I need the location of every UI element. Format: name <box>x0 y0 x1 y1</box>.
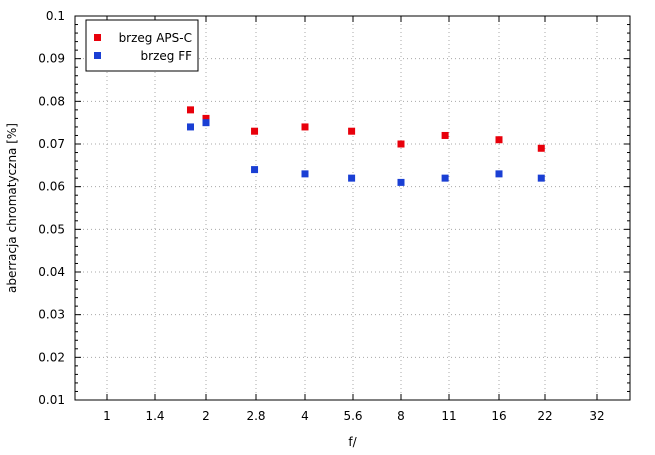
aps-c-point <box>348 127 356 135</box>
ff-point <box>348 174 356 182</box>
x-tick-label: 1.4 <box>145 409 164 423</box>
x-tick-label: 2 <box>202 409 210 423</box>
aps-c-point <box>397 140 405 148</box>
ff-point <box>202 119 210 127</box>
aps-c-point <box>537 144 545 152</box>
aps-c-point <box>441 131 449 139</box>
x-tick-label: 5.6 <box>343 409 362 423</box>
x-tick-label: 32 <box>589 409 604 423</box>
y-tick-label: 0.03 <box>38 308 65 322</box>
ff-point <box>495 170 503 178</box>
y-tick-label: 0.06 <box>38 180 65 194</box>
ff-point <box>251 166 259 174</box>
x-axis-tick-labels: 1 1.4 2 2.8 4 5.6 8 11 16 22 32 <box>103 409 604 423</box>
legend-swatch-ff <box>94 52 101 59</box>
legend-box <box>85 19 199 72</box>
aps-c-point <box>495 136 503 144</box>
y-tick-label: 0.01 <box>38 393 65 407</box>
y-tick-label: 0.04 <box>38 265 65 279</box>
legend-swatch-aps-c <box>94 34 101 41</box>
ff-point <box>397 178 405 186</box>
y-tick-label: 0.02 <box>38 350 65 364</box>
grid <box>75 16 630 400</box>
y-tick-label: 0.07 <box>38 137 65 151</box>
ff-point <box>301 170 309 178</box>
y-tick-label: 0.08 <box>38 94 65 108</box>
aps-c-point <box>301 123 309 131</box>
y-tick-label: 0.05 <box>38 222 65 236</box>
y-tick-label: 0.09 <box>38 52 65 66</box>
legend: brzeg APS-C brzeg FF <box>85 19 199 72</box>
legend-label-aps-c: brzeg APS-C <box>119 31 192 45</box>
ff-point <box>537 174 545 182</box>
aps-c-point <box>186 106 194 114</box>
ff-point <box>186 123 194 131</box>
x-tick-label: 22 <box>537 409 552 423</box>
y-axis-title: aberracja chromatyczna [%] <box>5 123 19 293</box>
y-axis-tick-labels: 0.01 0.02 0.03 0.04 0.05 0.06 0.07 0.08 0.09 0.1 <box>38 9 65 407</box>
x-tick-label: 1 <box>103 409 111 423</box>
x-tick-label: 2.8 <box>246 409 265 423</box>
x-tick-label: 8 <box>397 409 405 423</box>
x-tick-label: 4 <box>301 409 309 423</box>
x-tick-label: 16 <box>491 409 506 423</box>
aps-c-point <box>202 114 210 122</box>
aps-c-point <box>251 127 259 135</box>
legend-label-ff: brzeg FF <box>141 49 193 63</box>
ff-point <box>441 174 449 182</box>
x-axis-title: f/ <box>348 435 357 449</box>
x-tick-label: 11 <box>441 409 456 423</box>
y-tick-label: 0.1 <box>46 9 65 23</box>
data-points <box>186 106 545 186</box>
axis-ticks <box>75 15 630 401</box>
